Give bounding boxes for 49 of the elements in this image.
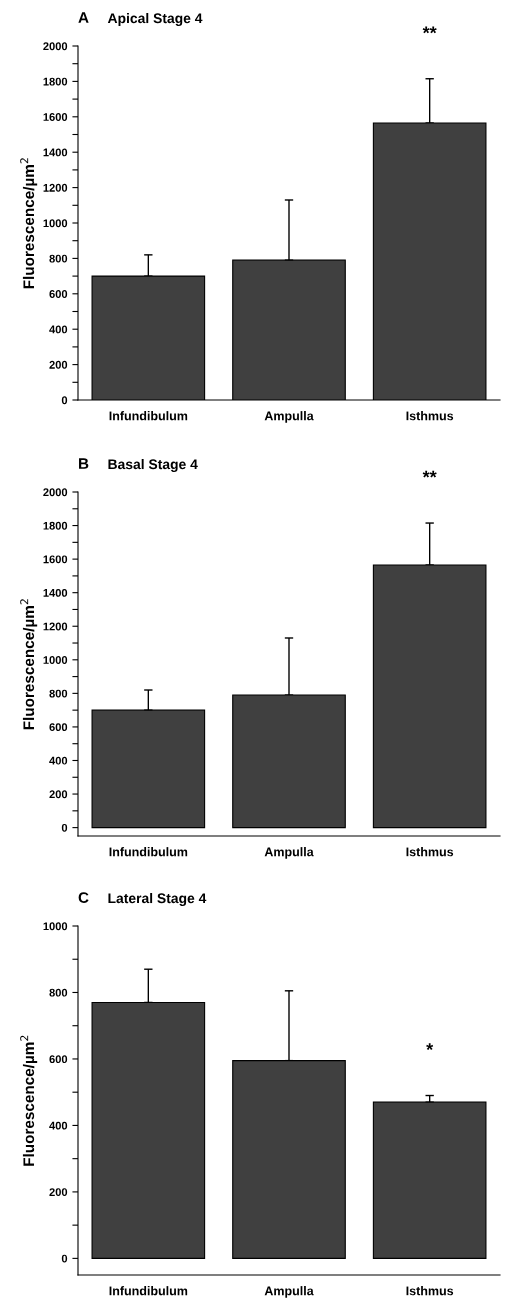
text: A — [78, 12, 89, 23]
y-tick-label: 1400 — [43, 148, 68, 157]
x-tick-label: Isthmus — [406, 1286, 454, 1296]
y-tick-label: 1000 — [43, 922, 68, 931]
x-tick-label: Ampulla — [264, 847, 314, 859]
y-axis-title: Fluorescence/µm$^{2}$ — [20, 158, 38, 289]
y-tick-label: 1800 — [43, 77, 68, 86]
text: ** — [422, 470, 437, 478]
y-tick-label: 1000 — [43, 219, 68, 228]
x-tick-label: Ampulla — [264, 1286, 314, 1298]
x-tick-label: Infundibulum — [109, 411, 188, 421]
y-tick-label: 200 — [49, 1188, 68, 1197]
y-tick-label: 1400 — [43, 588, 68, 597]
x-tick-label: Isthmus — [406, 847, 454, 857]
y-tick-label: 0 — [61, 1254, 68, 1263]
y-tick-label: 400 — [49, 1121, 68, 1130]
y-tick-label: 2000 — [43, 488, 68, 497]
y-tick-label: 0 — [61, 396, 68, 405]
y-tick-label: 1200 — [43, 183, 68, 192]
chart-title: Lateral Stage 4 — [108, 892, 207, 906]
chart-title: Apical Stage 4 — [107, 12, 203, 26]
chart-title: Basal Stage 4 — [108, 458, 198, 472]
y-tick-label: 600 — [49, 723, 68, 732]
y-tick-label: 800 — [49, 988, 68, 997]
y-tick-label: 600 — [49, 290, 68, 298]
y-axis-title: Fluorescence/µm$^{2}$ — [20, 1035, 38, 1166]
y-tick-label: 2000 — [43, 42, 68, 51]
y-tick-label: 1600 — [43, 113, 68, 121]
y-tick-label: 200 — [49, 360, 68, 369]
y-tick-label: 1200 — [43, 622, 68, 631]
x-tick-label: Ampulla — [264, 411, 314, 423]
x-tick-label: Isthmus — [406, 411, 454, 421]
y-tick-label: 1600 — [43, 555, 68, 564]
text: ** — [422, 26, 437, 34]
y-tick-label: 800 — [49, 254, 68, 263]
y-tick-label: 600 — [49, 1055, 68, 1064]
y-tick-label: 0 — [61, 823, 68, 832]
y-tick-label: 1000 — [43, 656, 68, 664]
x-tick-label: Infundibulum — [109, 1286, 188, 1296]
annotation: * — [426, 1043, 434, 1051]
x-tick-label: Infundibulum — [109, 847, 188, 857]
y-tick-label: 1800 — [43, 521, 68, 530]
text: C — [78, 892, 89, 903]
y-tick-label: 400 — [49, 325, 68, 334]
y-tick-label: 200 — [49, 790, 68, 799]
text: B — [79, 458, 89, 469]
y-tick-label: 400 — [49, 756, 68, 765]
y-tick-label: 800 — [49, 689, 68, 698]
y-axis-title: Fluorescence/µm$^{2}$ — [20, 599, 38, 730]
